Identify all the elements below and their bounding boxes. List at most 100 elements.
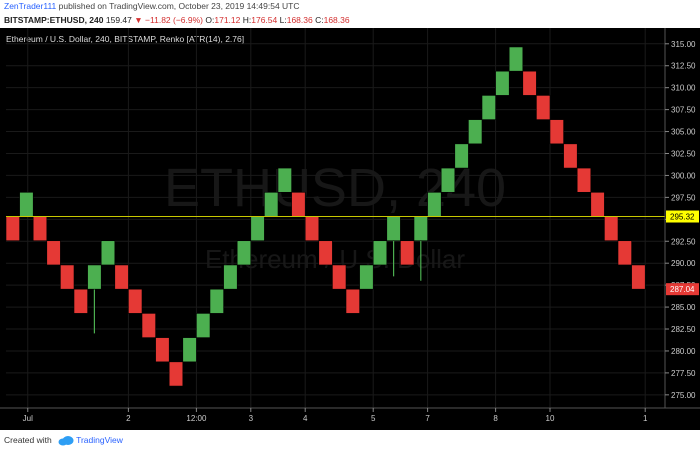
down-arrow-icon: ▼: [134, 15, 143, 25]
renko-brick-up: [427, 191, 442, 217]
renko-brick-down: [400, 240, 415, 266]
renko-brick-down: [114, 264, 129, 290]
renko-brick-down: [631, 264, 646, 290]
price-tick-label: 282.50: [671, 325, 696, 334]
price-line-label: 295.32: [670, 213, 695, 222]
renko-brick-down: [536, 95, 551, 120]
time-tick-label: 4: [303, 414, 308, 423]
renko-brick-down: [332, 264, 347, 290]
symbol-label: BITSTAMP:ETHUSD, 240: [4, 15, 104, 25]
renko-brick-down: [128, 288, 143, 314]
renko-brick-up: [481, 95, 496, 120]
renko-brick-up: [372, 240, 388, 266]
price-tick-label: 285.00: [671, 303, 696, 312]
renko-brick-up: [495, 70, 510, 96]
time-tick-label: 1: [643, 414, 648, 423]
time-tick-label: 8: [493, 414, 498, 423]
price-axis[interactable]: 315.00 312.50 310.00 307.50 305.00 302.50 300.…: [664, 28, 699, 408]
low-label: L:: [279, 15, 287, 25]
renko-brick-up: [508, 46, 524, 72]
price-tick-label: 300.00: [671, 171, 696, 180]
price-change: −11.82 (−6.9%): [145, 15, 204, 25]
time-tick-label: 10: [546, 414, 555, 423]
price-line-label-bg: [666, 210, 699, 223]
renko-brick-up: [182, 337, 197, 363]
symbol-info-line: BITSTAMP:ETHUSD, 240 159.47 ▼ −11.82 (−6…: [0, 13, 700, 27]
time-tick-label: 2: [126, 414, 131, 423]
created-with-label: Created with: [4, 435, 52, 445]
chart-pane[interactable]: ETHUSD, 240 Ethereum / U.S. Dollar Ether…: [0, 28, 700, 430]
renko-brick-down: [291, 191, 306, 217]
last-price-label: 287.04: [670, 285, 695, 294]
price-tick-label: 310.00: [671, 84, 696, 93]
price-tick-label: 312.50: [671, 62, 696, 71]
time-tick-label: 3: [249, 414, 254, 423]
time-axis[interactable]: Jul 2 12:00 3 4 5 7 8 10 1: [0, 407, 700, 423]
bricks: [5, 46, 646, 387]
renko-brick-up: [87, 264, 102, 290]
renko-brick-down: [60, 264, 75, 290]
renko-brick-up: [413, 216, 428, 242]
renko-brick-down: [604, 216, 619, 242]
renko-brick-up: [277, 167, 292, 193]
renko-brick-up: [100, 240, 116, 266]
renko-brick-up: [236, 240, 252, 266]
renko-brick-down: [345, 288, 360, 314]
renko-brick-down: [549, 119, 564, 145]
grid: [6, 28, 665, 408]
open-value: 171.12: [214, 15, 241, 25]
time-tick-label: 7: [425, 414, 430, 423]
renko-brick-down: [318, 240, 333, 266]
renko-brick-down: [155, 337, 170, 363]
renko-brick-up: [264, 191, 279, 217]
price-tick-label: 277.50: [671, 369, 696, 378]
renko-brick-down: [304, 216, 320, 242]
price-tick-label: 290.00: [671, 259, 696, 268]
price-tick-label: 280.00: [671, 347, 696, 356]
renko-brick-up: [250, 216, 265, 242]
renko-brick-down: [522, 70, 537, 96]
current-price: 159.47: [105, 15, 132, 25]
renko-brick-down: [32, 216, 48, 242]
footer: Created with TradingView: [0, 430, 700, 450]
renko-brick-up: [223, 264, 238, 290]
renko-brick-up: [359, 264, 374, 290]
last-price-label-bg: [666, 283, 699, 296]
renko-brick-up: [386, 216, 401, 242]
close-value: 168.36: [323, 15, 350, 25]
renko-brick-up: [454, 143, 469, 169]
renko-brick-down: [5, 216, 20, 242]
publish-header: ZenTrader111 published on TradingView.co…: [0, 0, 700, 13]
renko-brick-down: [563, 143, 578, 169]
price-tick-label: 307.50: [671, 106, 696, 115]
price-tick-label: 302.50: [671, 149, 696, 158]
renko-brick-down: [590, 191, 605, 217]
published-text: published on TradingView.com, October 23…: [58, 1, 300, 11]
renko-brick-up: [440, 167, 456, 193]
open-label: O:: [205, 15, 215, 25]
time-tick-label: 5: [371, 414, 376, 423]
renko-brick-up: [19, 191, 34, 217]
renko-brick-up: [468, 119, 483, 145]
price-tick-label: 292.50: [671, 237, 696, 246]
tradingview-logo-icon: [58, 435, 74, 446]
time-tick-label: 12:00: [186, 414, 207, 423]
renko-brick-down: [576, 167, 592, 193]
price-tick-label: 297.50: [671, 193, 696, 202]
high-label: H:: [242, 15, 252, 25]
price-tick-label: 305.00: [671, 128, 696, 137]
high-value: 176.54: [251, 15, 278, 25]
close-label: C:: [315, 15, 324, 25]
chart-title: Ethereum / U.S. Dollar, 240, BITSTAMP, R…: [6, 34, 244, 44]
tradingview-brand[interactable]: TradingView: [76, 435, 123, 445]
author-link[interactable]: ZenTrader111: [4, 1, 57, 11]
renko-chart[interactable]: ETHUSD, 240 Ethereum / U.S. Dollar Ether…: [0, 28, 700, 430]
price-tick-label: 275.00: [671, 391, 696, 400]
renko-brick-down: [141, 313, 156, 338]
renko-brick-down: [46, 240, 61, 266]
renko-brick-up: [196, 313, 211, 338]
renko-brick-down: [73, 288, 88, 314]
low-value: 168.36: [286, 15, 313, 25]
renko-brick-down: [617, 240, 632, 266]
renko-brick-down: [168, 361, 184, 387]
